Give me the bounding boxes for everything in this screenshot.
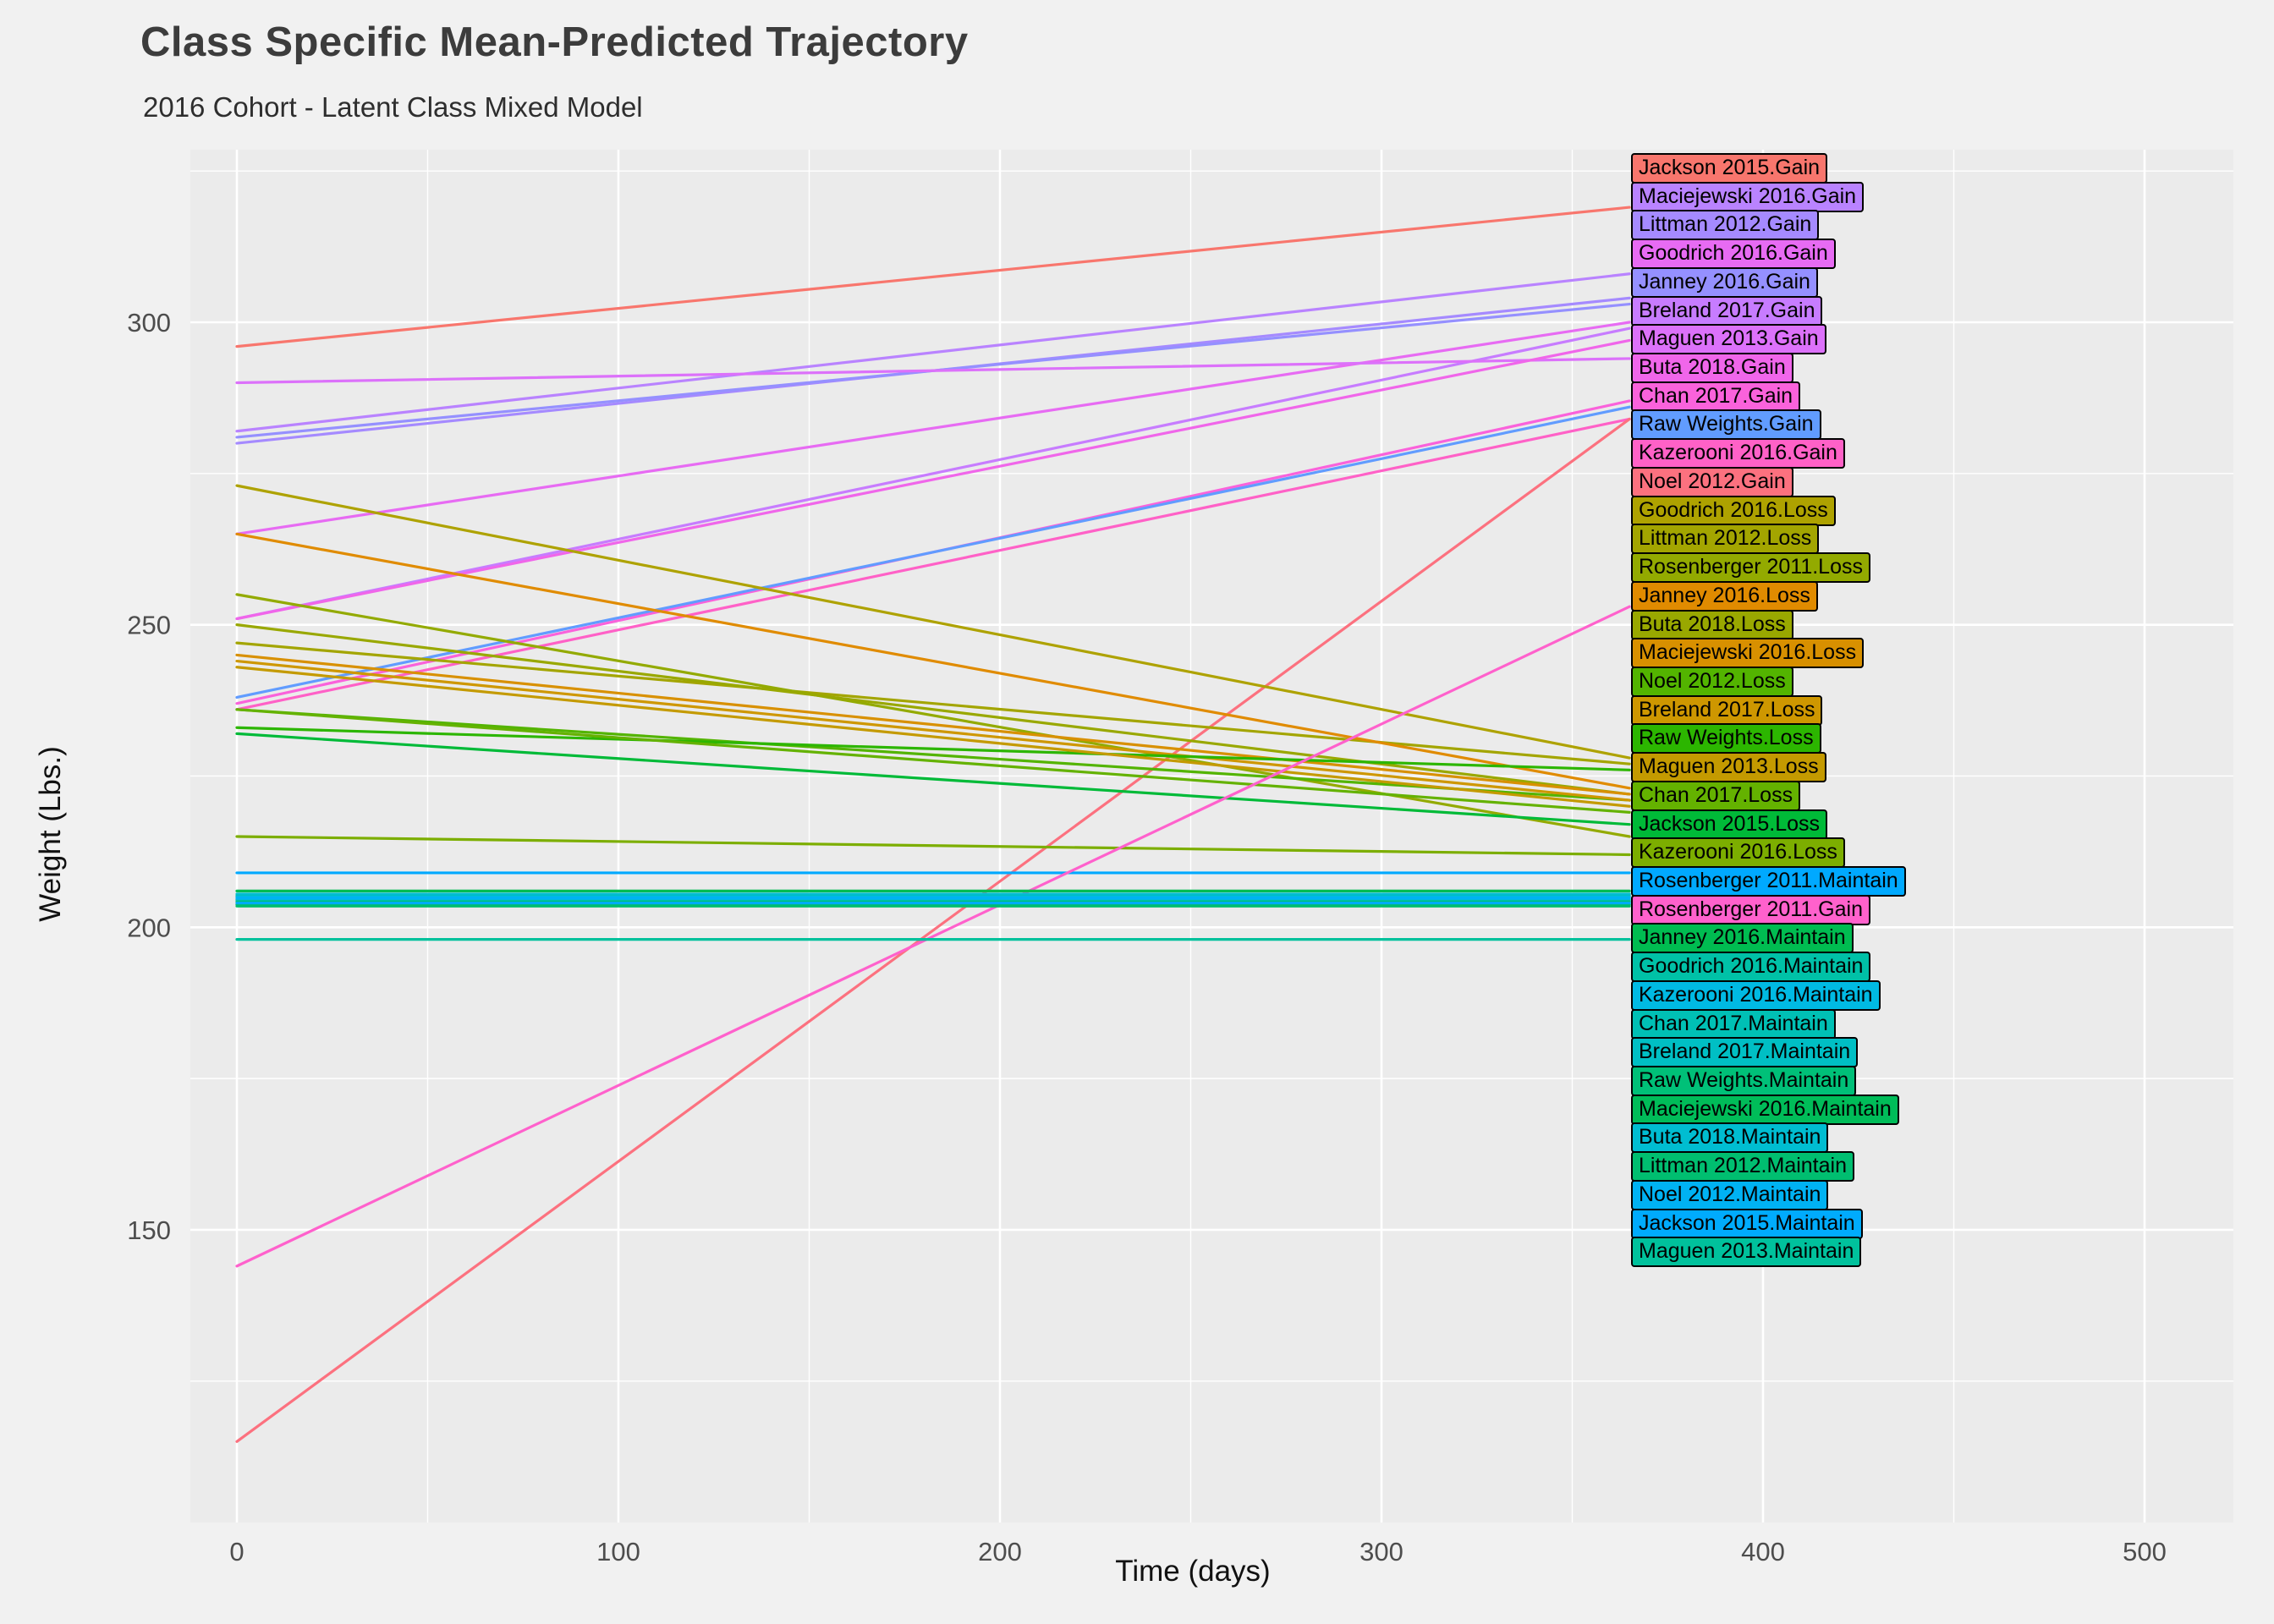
- x-tick-label: 0: [229, 1537, 244, 1566]
- series-line: [235, 726, 1631, 771]
- y-tick-label: 250: [127, 611, 171, 640]
- chart-subtitle: 2016 Cohort - Latent Class Mixed Model: [143, 91, 643, 123]
- series-line: [235, 532, 1631, 790]
- x-tick-label: 200: [978, 1537, 1022, 1566]
- series-line: [235, 417, 1631, 711]
- series-line: [235, 666, 1631, 808]
- chart-title: Class Specific Mean-Predicted Trajectory: [140, 19, 969, 65]
- series-line: [235, 338, 1631, 621]
- series-line: [235, 835, 1631, 857]
- y-tick-label: 150: [127, 1215, 171, 1245]
- y-tick-label: 300: [127, 308, 171, 337]
- series-line: [235, 708, 1631, 802]
- x-tick-label: 300: [1359, 1537, 1403, 1566]
- series-line: [235, 605, 1631, 1268]
- series-line: [235, 623, 1631, 796]
- series-line: [235, 732, 1631, 826]
- series-line: [235, 206, 1631, 348]
- x-tick-label: 500: [2123, 1537, 2167, 1566]
- y-axis-label: Weight (Lbs.): [34, 746, 67, 922]
- series-line: [235, 659, 1631, 802]
- series-line: [235, 405, 1631, 700]
- x-tick-label: 400: [1741, 1537, 1785, 1566]
- x-axis-label: Time (days): [1115, 1555, 1271, 1588]
- series-line: [235, 484, 1631, 760]
- series-line: [235, 272, 1631, 433]
- series-line: [235, 321, 1631, 535]
- series-line: [235, 653, 1631, 796]
- series-line: [235, 708, 1631, 814]
- y-tick-label: 200: [127, 913, 171, 942]
- series-line: [235, 641, 1631, 765]
- series-line: [235, 417, 1631, 1443]
- x-tick-label: 100: [596, 1537, 640, 1566]
- panel-background: [190, 150, 2233, 1522]
- series-line: [235, 357, 1631, 385]
- series-line: [235, 326, 1631, 621]
